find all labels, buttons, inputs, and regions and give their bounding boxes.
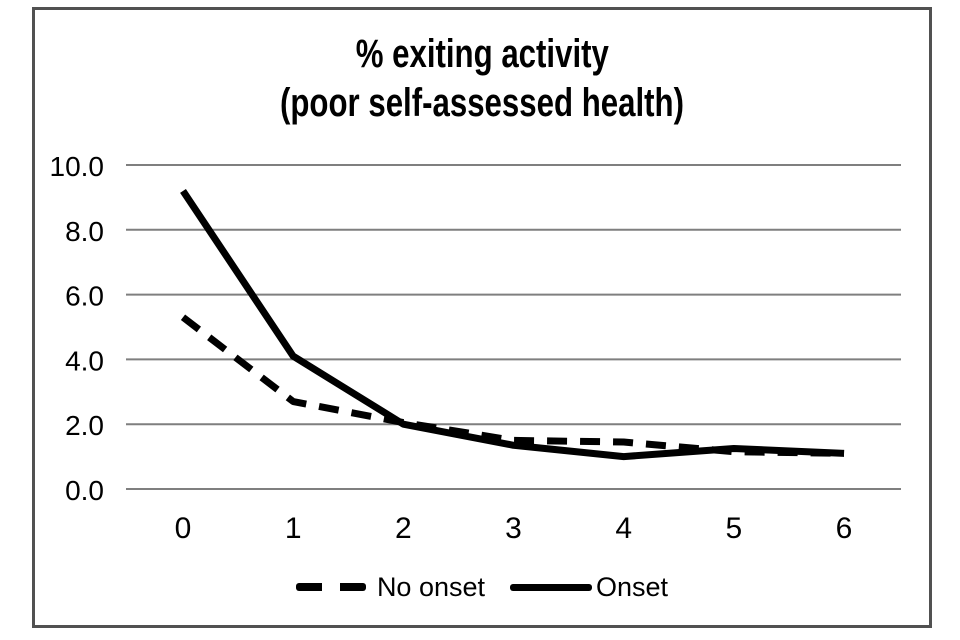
x-axis-tick-label: 1 [285,512,302,545]
x-axis-tick-label: 2 [395,512,412,545]
chart-title: % exiting activity (poor self-assessed h… [32,30,932,128]
chart-title-line-2: (poor self-assessed health) [280,81,684,125]
y-axis-tick-label: 8.0 [65,216,104,247]
chart-title-line-1: % exiting activity [355,32,609,76]
legend-label-onset: Onset [596,571,669,602]
y-axis-tick-label: 2.0 [65,410,104,441]
x-axis-tick-label: 5 [726,512,743,545]
legend-dashed-line-sample [295,583,366,591]
legend-item-onset: Onset [510,572,668,603]
series-line-onset [180,188,845,461]
legend-label-no-onset: No onset [376,571,486,602]
y-axis-tick-label: 4.0 [65,345,104,376]
legend-item-no-onset: No onset [295,571,486,603]
x-axis-tick-label: 4 [615,512,632,545]
x-axis-tick-label: 0 [175,512,192,545]
chart-legend: No onset Onset [32,570,932,604]
y-axis-tick-label: 10.0 [50,151,105,182]
chart-frame [32,7,932,628]
y-axis-tick-label: 0.0 [65,475,104,506]
x-axis-tick-label: 3 [505,512,522,545]
series-line-no-onset [180,314,845,457]
x-axis-tick-label: 6 [836,512,853,545]
legend-solid-line-sample [510,583,593,591]
y-axis-tick-label: 6.0 [65,281,104,312]
